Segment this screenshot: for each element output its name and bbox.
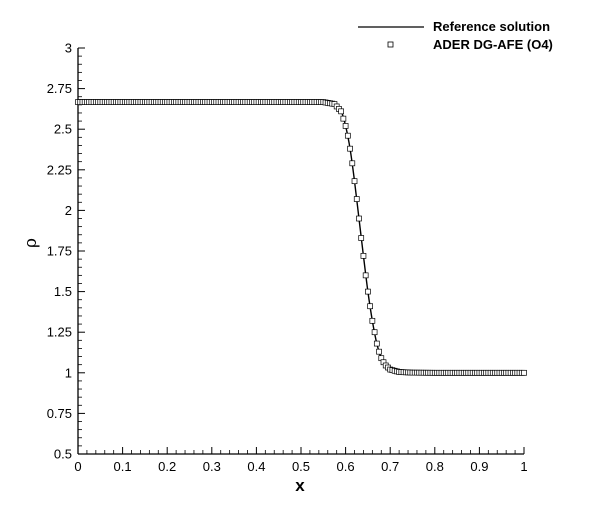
legend-label-reference: Reference solution: [433, 19, 550, 34]
x-axis-title: x: [295, 476, 305, 495]
ader-marker: [365, 288, 371, 295]
y-tick-label: 2.25: [47, 162, 72, 177]
ader-marker: [349, 160, 356, 167]
x-tick-label: 0.2: [158, 459, 176, 474]
ader-marker: [362, 272, 369, 279]
ader-marker: [342, 123, 349, 129]
x-tick-label: 0.6: [337, 459, 355, 474]
legend: Reference solution ADER DG-AFE (O4): [358, 19, 553, 52]
legend-label-ader: ADER DG-AFE (O4): [433, 37, 553, 52]
ader-marker: [358, 235, 365, 241]
ader-marker: [369, 317, 376, 324]
y-tick-label: 1: [65, 365, 72, 380]
y-tick-label: 3: [65, 41, 72, 56]
ader-marker: [353, 196, 360, 202]
ader-marker: [338, 108, 344, 115]
ader-marker: [340, 115, 347, 122]
ader-marker: [347, 145, 353, 152]
y-tick-label: 2.5: [54, 122, 72, 137]
ader-marker: [521, 369, 527, 376]
ader-marker: [351, 178, 358, 185]
series-layer: [75, 99, 527, 376]
ader-marker: [367, 303, 373, 310]
plot-axes: [77, 48, 524, 455]
x-tick-label: 0.9: [470, 459, 488, 474]
ader-marker: [373, 340, 380, 347]
ader-marker: [376, 348, 382, 355]
ader-marker: [360, 253, 367, 259]
x-axis-ticks: 0 0.1 0.2 0.3 0.4 0.5 0.6 0.7 0.8 0.9 1: [74, 447, 528, 474]
y-axis-ticks: 0.5 0.75 1 1.25 1.5 1.75 2 2.25 2.5 2.75 3: [47, 41, 85, 462]
y-tick-label: 1.25: [47, 325, 72, 340]
x-tick-label: 0.7: [381, 459, 399, 474]
y-tick-label: 2: [65, 203, 72, 218]
x-tick-label: 0.5: [292, 459, 310, 474]
x-tick-label: 0.1: [114, 459, 132, 474]
x-tick-label: 0: [74, 459, 81, 474]
x-tick-label: 0.8: [426, 459, 444, 474]
y-tick-label: 1.75: [47, 244, 72, 259]
y-tick-label: 1.5: [54, 284, 72, 299]
y-tick-label: 0.5: [54, 447, 72, 462]
reference-solution-line: [78, 101, 524, 374]
ader-marker: [371, 329, 378, 336]
ader-marker: [344, 132, 351, 139]
legend-marker-ader: [387, 41, 394, 48]
y-tick-label: 2.75: [47, 81, 72, 96]
y-tick-label: 0.75: [47, 406, 72, 421]
ader-marker: [356, 215, 362, 222]
x-tick-label: 0.4: [247, 459, 265, 474]
y-axis-title: ρ: [21, 238, 41, 248]
x-tick-label: 0.3: [203, 459, 221, 474]
x-tick-label: 1: [520, 459, 527, 474]
